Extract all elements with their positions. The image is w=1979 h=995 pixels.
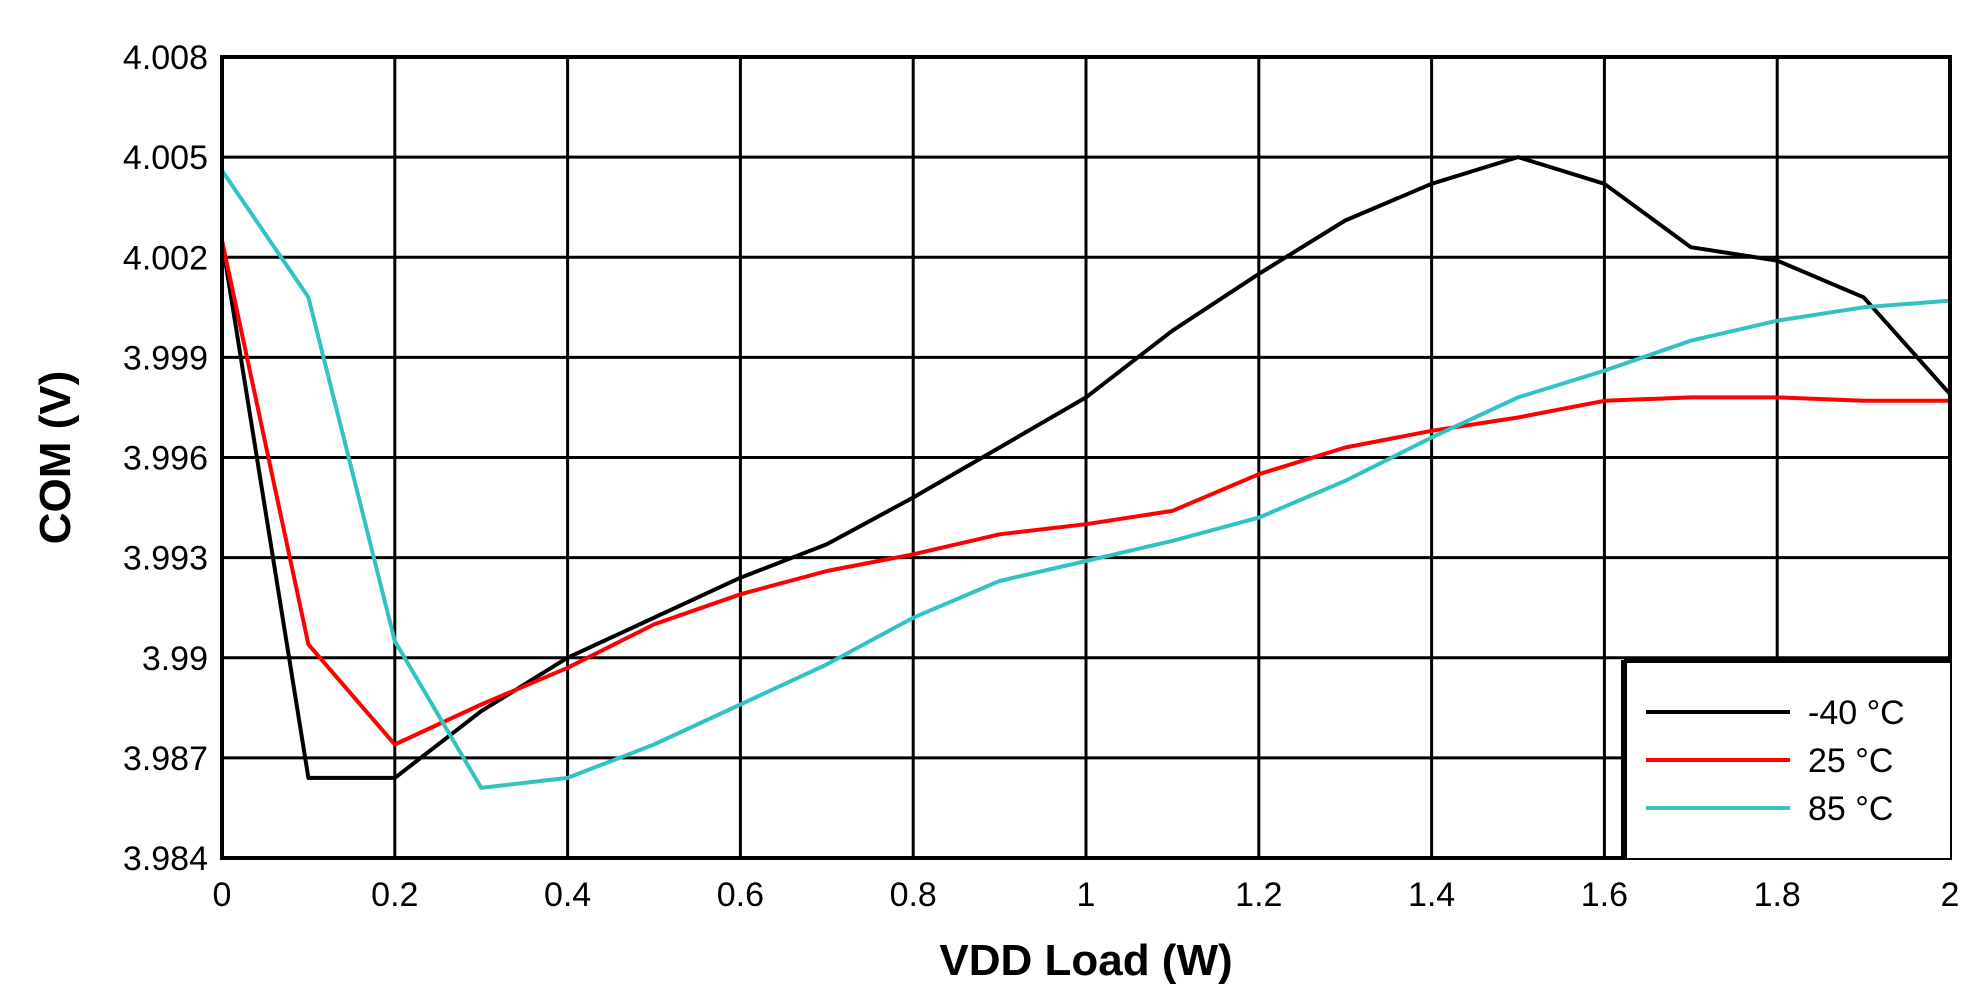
- y-tick-label: 3.993: [123, 540, 208, 578]
- y-tick-label: 3.984: [123, 840, 208, 878]
- x-tick-label: 0: [213, 876, 232, 914]
- plot-frame: [220, 55, 1952, 860]
- x-tick-label: 0.6: [717, 876, 764, 914]
- x-tick-label: 1: [1077, 876, 1096, 914]
- y-tick-label: 3.99: [142, 640, 208, 678]
- series-layer: [220, 155, 1952, 790]
- x-axis-title: VDD Load (W): [939, 936, 1232, 985]
- y-tick-label: 3.999: [123, 339, 208, 377]
- x-tick-label: 1.6: [1581, 876, 1628, 914]
- y-tick-label: 3.987: [123, 740, 208, 778]
- y-tick-labels: 3.984 3.987 3.99 3.993 3.996 3.999 4.002 4.005 4…: [123, 39, 208, 878]
- y-axis-title: COM (V): [31, 371, 80, 545]
- legend-label-2: 85 °C: [1808, 790, 1893, 828]
- x-tick-label: 0.4: [544, 876, 591, 914]
- series-line-2: [220, 169, 1951, 790]
- legend-label-0: -40 °C: [1808, 694, 1905, 732]
- y-tick-label: 4.002: [123, 239, 208, 277]
- x-tick-label: 1.8: [1754, 876, 1801, 914]
- legend: -40 °C 25 °C 85 °C: [1621, 657, 1950, 858]
- legend-label-1: 25 °C: [1808, 742, 1893, 780]
- y-tick-label: 4.005: [123, 139, 208, 177]
- x-tick-label: 2: [1941, 876, 1960, 914]
- x-tick-label: 1.2: [1235, 876, 1282, 914]
- x-tick-label: 0.2: [371, 876, 418, 914]
- series-line-1: [220, 240, 1950, 747]
- x-tick-label: 1.4: [1408, 876, 1455, 914]
- y-tick-label: 4.008: [123, 39, 208, 77]
- x-tick-labels: 0 0.2 0.4 0.6 0.8 1 1.2 1.4 1.6 1.8 2: [213, 876, 1960, 914]
- x-tick-label: 0.8: [890, 876, 937, 914]
- y-tick-label: 3.996: [123, 440, 208, 478]
